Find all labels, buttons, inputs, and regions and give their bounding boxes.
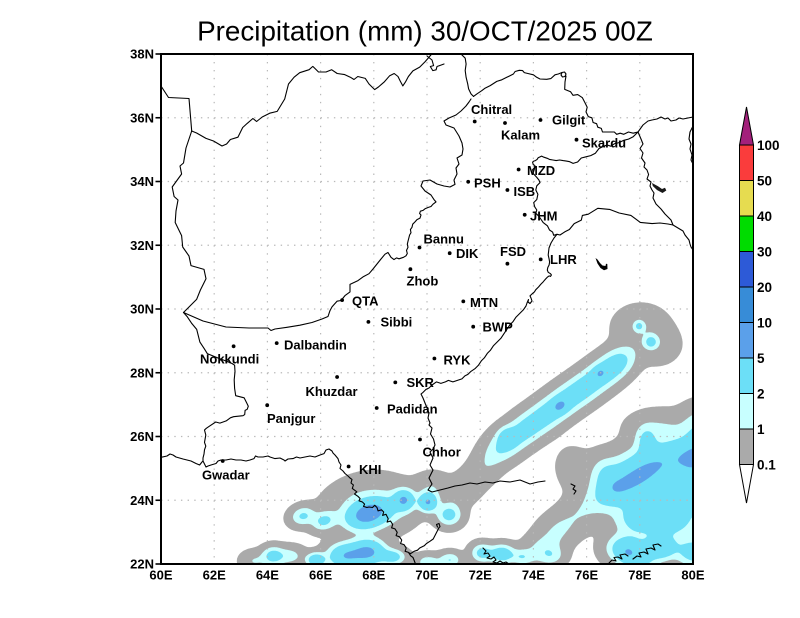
svg-text:80E: 80E — [681, 568, 704, 583]
svg-text:Sibbi: Sibbi — [381, 315, 413, 330]
svg-text:MZD: MZD — [527, 163, 555, 178]
svg-text:MTN: MTN — [470, 295, 498, 310]
svg-text:KHI: KHI — [359, 462, 381, 477]
svg-text:50: 50 — [757, 173, 772, 188]
svg-text:LHR: LHR — [550, 252, 577, 267]
svg-text:32N: 32N — [130, 238, 154, 253]
svg-text:SKR: SKR — [407, 375, 435, 390]
svg-text:10: 10 — [757, 315, 772, 330]
svg-text:30: 30 — [757, 244, 772, 259]
svg-text:Gwadar: Gwadar — [202, 468, 250, 483]
svg-text:Kalam: Kalam — [501, 128, 540, 143]
svg-text:66E: 66E — [309, 568, 332, 583]
svg-text:78E: 78E — [628, 568, 651, 583]
svg-text:Padidan: Padidan — [387, 402, 438, 417]
svg-text:22N: 22N — [130, 557, 154, 572]
svg-text:74E: 74E — [522, 568, 545, 583]
svg-text:40: 40 — [757, 209, 772, 224]
svg-text:36N: 36N — [130, 110, 154, 125]
svg-text:64E: 64E — [256, 568, 279, 583]
svg-text:Panjgur: Panjgur — [267, 411, 315, 426]
svg-text:JHM: JHM — [530, 209, 557, 224]
svg-text:1: 1 — [757, 422, 765, 437]
svg-text:Dalbandin: Dalbandin — [284, 338, 347, 353]
svg-text:ISB: ISB — [514, 184, 536, 199]
svg-text:BWP: BWP — [483, 320, 514, 335]
svg-text:Khuzdar: Khuzdar — [306, 384, 358, 399]
svg-text:38N: 38N — [130, 47, 154, 62]
svg-text:20: 20 — [757, 280, 772, 295]
svg-text:30N: 30N — [130, 302, 154, 317]
svg-text:76E: 76E — [575, 568, 598, 583]
svg-text:34N: 34N — [130, 174, 154, 189]
svg-text:RYK: RYK — [444, 353, 472, 368]
svg-text:Zhob: Zhob — [407, 274, 439, 289]
svg-text:Bannu: Bannu — [424, 232, 465, 247]
svg-text:62E: 62E — [203, 568, 226, 583]
svg-text:Chitral: Chitral — [471, 102, 512, 117]
svg-text:Precipitation (mm) 30/OCT/2025: Precipitation (mm) 30/OCT/2025 00Z — [197, 16, 653, 47]
svg-text:70E: 70E — [415, 568, 438, 583]
svg-text:PSH: PSH — [474, 176, 501, 191]
svg-text:QTA: QTA — [352, 294, 379, 309]
svg-text:28N: 28N — [130, 365, 154, 380]
svg-text:5: 5 — [757, 351, 765, 366]
svg-text:FSD: FSD — [500, 244, 526, 259]
svg-text:Nokkundi: Nokkundi — [200, 352, 259, 367]
svg-text:100: 100 — [757, 138, 780, 153]
svg-text:DIK: DIK — [456, 246, 479, 261]
svg-text:68E: 68E — [362, 568, 385, 583]
svg-text:Chhor: Chhor — [423, 445, 461, 460]
svg-text:26N: 26N — [130, 429, 154, 444]
svg-text:60E: 60E — [149, 568, 172, 583]
svg-text:2: 2 — [757, 386, 765, 401]
svg-text:Gilgit: Gilgit — [552, 113, 586, 128]
svg-text:Skardu: Skardu — [582, 136, 626, 151]
svg-text:24N: 24N — [130, 493, 154, 508]
svg-text:0.1: 0.1 — [757, 457, 776, 472]
svg-text:72E: 72E — [469, 568, 492, 583]
